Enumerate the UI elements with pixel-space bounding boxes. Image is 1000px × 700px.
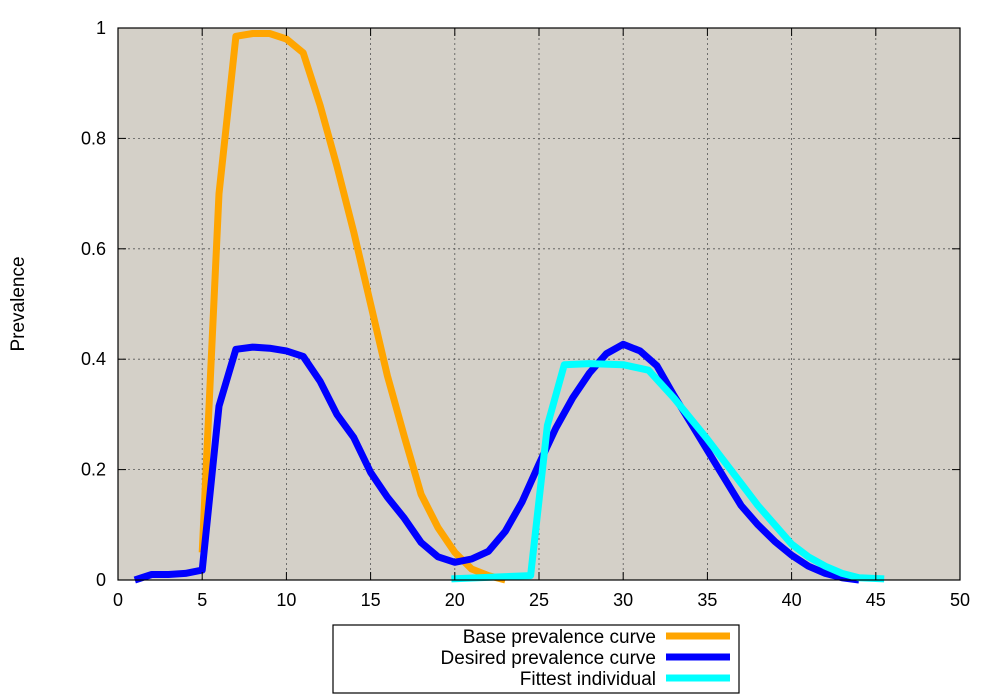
x-tick-label: 35: [697, 590, 717, 610]
legend-label-3: Fittest individual: [520, 669, 656, 690]
y-tick-label: 0.8: [81, 128, 106, 148]
x-tick-label: 25: [529, 590, 549, 610]
legend-label-1: Base prevalence curve: [463, 627, 656, 648]
legend-label-2: Desired prevalence curve: [441, 648, 656, 669]
y-tick-label: 0.4: [81, 349, 106, 369]
axis-ticks: 0 5 10 15 20 25 30 35 40 45 50 0 0.2 0.4 0.6 0.8 1: [81, 18, 970, 610]
x-tick-label: 0: [113, 590, 123, 610]
y-tick-label: 0: [96, 570, 106, 590]
x-tick-label: 15: [361, 590, 381, 610]
x-tick-label: 40: [782, 590, 802, 610]
series-layer: [133, 30, 885, 584]
y-tick-label: 0.6: [81, 239, 106, 259]
y-tick-label: 0.2: [81, 460, 106, 480]
y-axis-title: Prevalence: [8, 256, 29, 351]
y-tick-label: 1: [96, 18, 106, 38]
series-line-1: [198, 30, 507, 584]
x-tick-label: 10: [276, 590, 296, 610]
x-tick-label: 20: [445, 590, 465, 610]
x-tick-label: 5: [197, 590, 207, 610]
series-line-2: [133, 340, 860, 584]
x-tick-label: 50: [950, 590, 970, 610]
x-tick-label: 30: [613, 590, 633, 610]
x-tick-label: 45: [866, 590, 886, 610]
series-line-3: [451, 360, 885, 583]
